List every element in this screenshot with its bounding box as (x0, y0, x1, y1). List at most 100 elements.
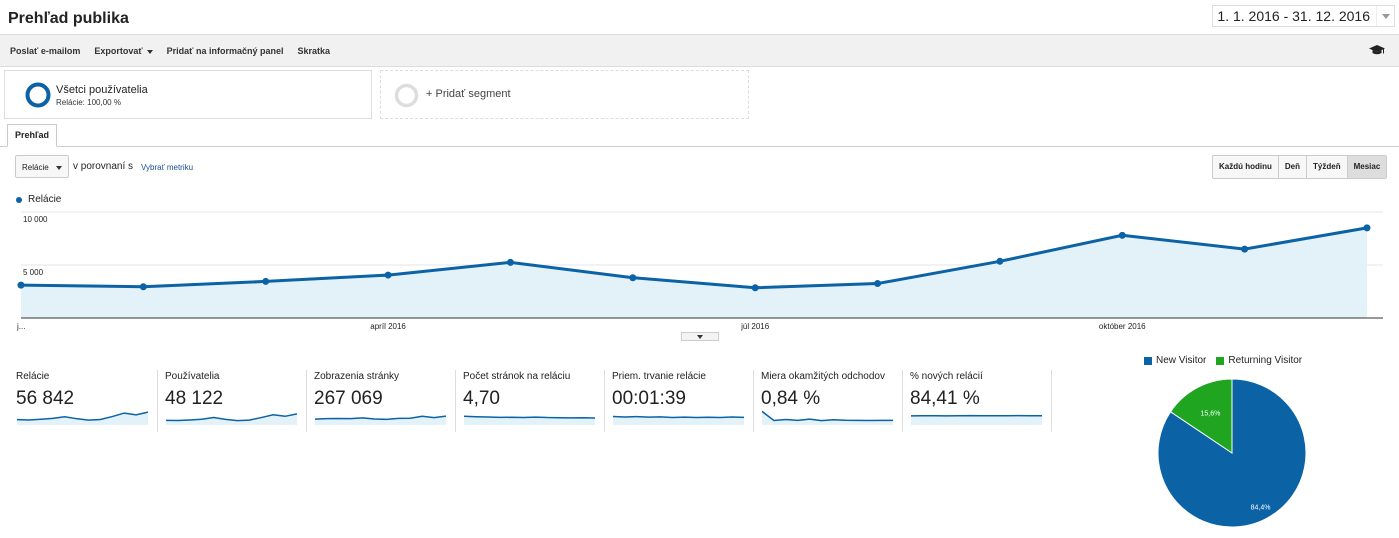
stat-value: 48 122 (165, 388, 224, 409)
export-button[interactable]: Exportovať (94, 46, 153, 56)
email-button[interactable]: Poslať e-mailom (10, 46, 81, 56)
caret-down-icon (146, 49, 153, 54)
data-point[interactable] (1241, 245, 1249, 253)
pie-slice-label: 15,6% (1200, 411, 1220, 418)
stat-separator (902, 370, 903, 432)
metric-select[interactable]: Relácie (15, 155, 69, 178)
data-point[interactable] (1363, 224, 1371, 232)
pick-metric-link[interactable]: Vybrať metriku (141, 163, 194, 172)
stat-label: Priem. trvanie relácie (612, 371, 706, 382)
stat-3[interactable]: Počet stránok na reláciu 4,70 (463, 370, 607, 432)
legend-dot-icon (16, 196, 22, 203)
stat-separator (306, 370, 307, 432)
shortcut-button[interactable]: Skratka (297, 46, 331, 56)
data-point[interactable] (629, 274, 637, 282)
stat-2[interactable]: Zobrazenia stránky 267 069 (314, 370, 458, 432)
granularity-buttons: Každú hodinu Deň Týždeň Mesiac (1212, 155, 1388, 179)
granularity-month-button[interactable]: Mesiac (1347, 156, 1387, 178)
x-tick-label: júl 2016 (740, 322, 770, 331)
add-segment-button[interactable]: + Pridať segment (380, 70, 749, 119)
stat-value: 0,84 % (761, 388, 821, 409)
granularity-day-button[interactable]: Deň (1278, 156, 1308, 178)
sparkline (17, 411, 149, 425)
stat-separator (604, 370, 605, 432)
pie-slice[interactable] (1169, 378, 1233, 454)
visitor-type-pie[interactable]: 84,4% 15,6% (1155, 376, 1309, 530)
data-point[interactable] (139, 283, 147, 291)
stat-separator (1051, 370, 1052, 432)
pie-legend-label: New Visitor (1156, 355, 1207, 366)
sparkline (762, 410, 893, 425)
x-tick-label: október 2016 (1099, 322, 1146, 331)
stat-6[interactable]: % nových relácií 84,41 % (910, 370, 1054, 432)
graduation-cap-icon[interactable] (1369, 44, 1385, 56)
sparkline (911, 414, 1042, 425)
chart-collapse-toggle[interactable] (681, 332, 719, 341)
sparkline (166, 413, 298, 425)
add-segment-label: + Pridať segment (426, 88, 511, 100)
pie-legend-returning-visitor: Returning Visitor (1216, 355, 1302, 366)
data-point[interactable] (1118, 231, 1126, 239)
granularity-hourly-button[interactable]: Každú hodinu (1213, 156, 1279, 178)
sparkline (613, 415, 745, 425)
sessions-chart[interactable]: 10 000 5 000 j... apríl 2016 júl 2016 október… (0, 205, 1399, 335)
stat-0[interactable]: Relácie 56 842 (16, 370, 160, 432)
data-point[interactable] (996, 257, 1004, 265)
x-tick-label: j... (16, 322, 25, 331)
legend-label: Relácie (28, 194, 62, 205)
data-point[interactable] (751, 284, 759, 292)
stat-1[interactable]: Používatelia 48 122 (165, 370, 309, 432)
pie-legend-label: Returning Visitor (1228, 355, 1303, 366)
date-range-text: 1. 1. 2016 - 31. 12. 2016 (1217, 8, 1370, 24)
pie-slice[interactable] (1157, 378, 1307, 528)
segment-ring-icon (25, 82, 51, 108)
stat-value: 00:01:39 (612, 388, 686, 409)
series-line (20, 226, 1368, 290)
y-tick-label: 5 000 (23, 268, 44, 277)
data-point[interactable] (17, 281, 25, 289)
stat-5[interactable]: Miera okamžitých odchodov 0,84 % (761, 370, 905, 432)
pie-legend-new-visitor: New Visitor (1144, 355, 1206, 366)
sparkline (315, 415, 447, 425)
legend-square-icon (1216, 356, 1225, 365)
sparkline (464, 415, 596, 425)
stat-label: Počet stránok na reláciu (463, 371, 571, 382)
stat-label: Relácie (16, 371, 50, 382)
stat-label: Používatelia (165, 371, 220, 382)
header: Prehľad publika 1. 1. 2016 - 31. 12. 201… (0, 0, 1399, 36)
stat-4[interactable]: Priem. trvanie relácie 00:01:39 (612, 370, 756, 432)
page-title: Prehľad publika (8, 10, 129, 27)
empty-segment-ring-icon (394, 83, 419, 108)
stat-value: 4,70 (463, 388, 500, 409)
compare-label: v porovnaní s (73, 161, 134, 172)
stat-value: 56 842 (16, 388, 75, 409)
toolbar: Poslať e-mailom Exportovať Pridať na inf… (0, 34, 1399, 67)
tab-overview[interactable]: Prehľad (7, 124, 57, 147)
segment-title: Všetci používatelia (56, 84, 148, 96)
pie-legend: New Visitor Returning Visitor (1144, 355, 1312, 366)
pie-slice-label: 84,4% (1251, 505, 1271, 512)
segment-subtitle: Relácie: 100,00 % (56, 98, 121, 107)
stat-separator (455, 370, 456, 432)
stat-label: % nových relácií (910, 371, 983, 382)
stat-label: Miera okamžitých odchodov (761, 371, 885, 382)
chart-legend: Relácie (16, 194, 61, 205)
tab-divider (0, 146, 1399, 147)
data-point[interactable] (506, 258, 514, 266)
export-label: Exportovať (94, 46, 143, 56)
segment-all-users[interactable]: Všetci používatelia Relácie: 100,00 % (4, 70, 372, 119)
x-tick-label: apríl 2016 (370, 322, 406, 331)
data-point[interactable] (874, 280, 882, 288)
data-point[interactable] (384, 271, 392, 279)
add-to-dashboard-button[interactable]: Pridať na informačný panel (166, 46, 284, 56)
stat-separator (157, 370, 158, 432)
chevron-down-icon[interactable] (1376, 6, 1394, 26)
stat-value: 267 069 (314, 388, 383, 409)
date-range-picker[interactable]: 1. 1. 2016 - 31. 12. 2016 (1212, 5, 1395, 27)
legend-square-icon (1144, 356, 1152, 365)
y-tick-label: 10 000 (23, 215, 48, 224)
stat-separator (753, 370, 754, 432)
granularity-week-button[interactable]: Týždeň (1307, 156, 1348, 178)
data-point[interactable] (262, 277, 270, 285)
series-area (21, 227, 1367, 318)
